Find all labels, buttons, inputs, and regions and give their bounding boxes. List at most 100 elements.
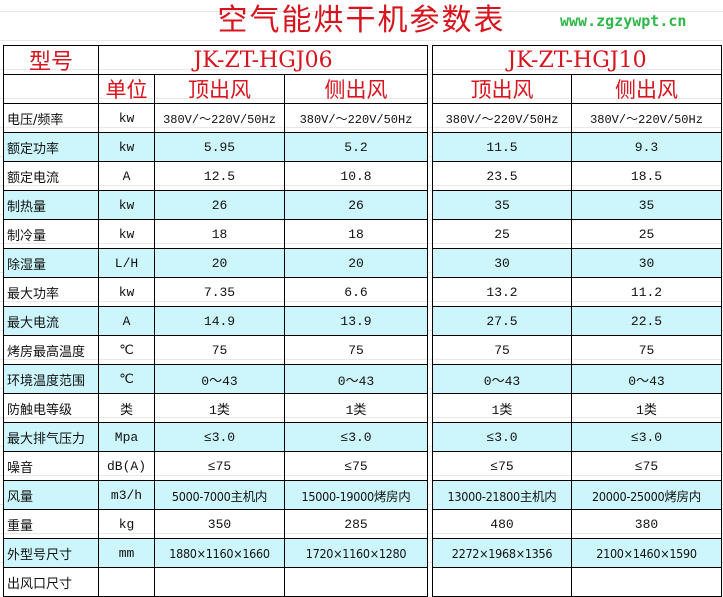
value-cell (432, 568, 572, 597)
value-cell: ≤75 (285, 452, 428, 481)
variant-label: 顶出风 (155, 75, 285, 104)
row-label: 额定功率 (3, 133, 99, 162)
value-cell: 18 (285, 220, 428, 249)
value-cell: 18.5 (572, 162, 722, 191)
value-cell: 380 (572, 510, 722, 539)
row-label: 最大排气压力 (3, 423, 99, 452)
value-cell: 11.2 (572, 278, 722, 307)
value-cell: 2272×1968×1356 (432, 539, 572, 568)
unit-cell (99, 568, 155, 597)
value-cell: 22.5 (572, 307, 722, 336)
value-cell: ≤3.0 (285, 423, 428, 452)
value-cell: ≤3.0 (432, 423, 572, 452)
value-cell: 285 (285, 510, 428, 539)
value-cell: 75 (432, 336, 572, 365)
unit-cell: Mpa (99, 423, 155, 452)
value-cell: 35 (572, 191, 722, 220)
value-cell: 13.9 (285, 307, 428, 336)
value-cell: 6.6 (285, 278, 428, 307)
page-title: 空气能烘干机参数表 (217, 3, 506, 38)
value-cell: ≤75 (155, 452, 285, 481)
unit-cell: kw (99, 133, 155, 162)
value-cell: 23.5 (432, 162, 572, 191)
value-cell: 0～43 (155, 365, 285, 394)
value-cell: 5000-7000主机内 (155, 481, 285, 510)
value-cell: ≤75 (572, 452, 722, 481)
unit-cell: kw (99, 278, 155, 307)
value-cell: 25 (432, 220, 572, 249)
value-cell: 14.9 (155, 307, 285, 336)
unit-cell: ℃ (99, 336, 155, 365)
value-cell: 75 (285, 336, 428, 365)
value-cell: 5.2 (285, 133, 428, 162)
value-cell: 1类 (285, 394, 428, 423)
value-cell: 5.95 (155, 133, 285, 162)
value-cell: 12.5 (155, 162, 285, 191)
row-label: 最大电流 (3, 307, 99, 336)
model-label: 型号 (3, 45, 99, 75)
value-cell: 0～43 (572, 365, 722, 394)
unit-cell: A (99, 307, 155, 336)
value-cell: 20 (155, 249, 285, 278)
unit-cell: kg (99, 510, 155, 539)
row-label: 制热量 (3, 191, 99, 220)
unit-cell: L/H (99, 249, 155, 278)
row-label: 最大功率 (3, 278, 99, 307)
value-cell (285, 568, 428, 597)
row-label: 烤房最高温度 (3, 336, 99, 365)
value-cell: 9.3 (572, 133, 722, 162)
row-label: 额定电流 (3, 162, 99, 191)
value-cell: 7.35 (155, 278, 285, 307)
value-cell: 350 (155, 510, 285, 539)
unit-cell: kw (99, 220, 155, 249)
unit-label: 单位 (99, 75, 155, 104)
value-cell: 13000-21800主机内 (432, 481, 572, 510)
row-label: 重量 (3, 510, 99, 539)
value-cell: 1880×1160×1660 (155, 539, 285, 568)
value-cell: 25 (572, 220, 722, 249)
value-cell: 18 (155, 220, 285, 249)
unit-cell: kw (99, 191, 155, 220)
value-cell: 75 (572, 336, 722, 365)
row-label: 出风口尺寸 (3, 568, 99, 597)
value-cell: 380V/～220V/50Hz (572, 104, 722, 133)
value-cell: 30 (572, 249, 722, 278)
value-cell: 26 (155, 191, 285, 220)
blank-cell (3, 75, 99, 104)
unit-cell: mm (99, 539, 155, 568)
row-label: 除湿量 (3, 249, 99, 278)
value-cell: 27.5 (432, 307, 572, 336)
unit-cell: kw (99, 104, 155, 133)
value-cell: 0～43 (285, 365, 428, 394)
unit-cell: dB(A) (99, 452, 155, 481)
value-cell: 380V/～220V/50Hz (285, 104, 428, 133)
value-cell: 20 (285, 249, 428, 278)
value-cell: 20000-25000烤房内 (572, 481, 722, 510)
model-name: JK-ZT-HGJ06 (99, 45, 428, 75)
unit-cell: m3/h (99, 481, 155, 510)
value-cell: 75 (155, 336, 285, 365)
value-cell: 11.5 (432, 133, 572, 162)
value-cell: 26 (285, 191, 428, 220)
variant-label: 顶出风 (432, 75, 572, 104)
unit-cell: A (99, 162, 155, 191)
row-label: 噪音 (3, 452, 99, 481)
value-cell: 15000-19000烤房内 (285, 481, 428, 510)
value-cell (572, 568, 722, 597)
value-cell: 0～43 (432, 365, 572, 394)
variant-label: 侧出风 (285, 75, 428, 104)
model-name: JK-ZT-HGJ10 (432, 45, 722, 75)
value-cell (155, 568, 285, 597)
unit-cell: ℃ (99, 365, 155, 394)
value-cell: ≤3.0 (155, 423, 285, 452)
row-label: 外型号尺寸 (3, 539, 99, 568)
unit-cell: 类 (99, 394, 155, 423)
row-label: 制冷量 (3, 220, 99, 249)
value-cell: 35 (432, 191, 572, 220)
row-label: 环境温度范围 (3, 365, 99, 394)
value-cell: 1类 (155, 394, 285, 423)
value-cell: 10.8 (285, 162, 428, 191)
row-label: 风量 (3, 481, 99, 510)
value-cell: 30 (432, 249, 572, 278)
value-cell: 380V/～220V/50Hz (155, 104, 285, 133)
